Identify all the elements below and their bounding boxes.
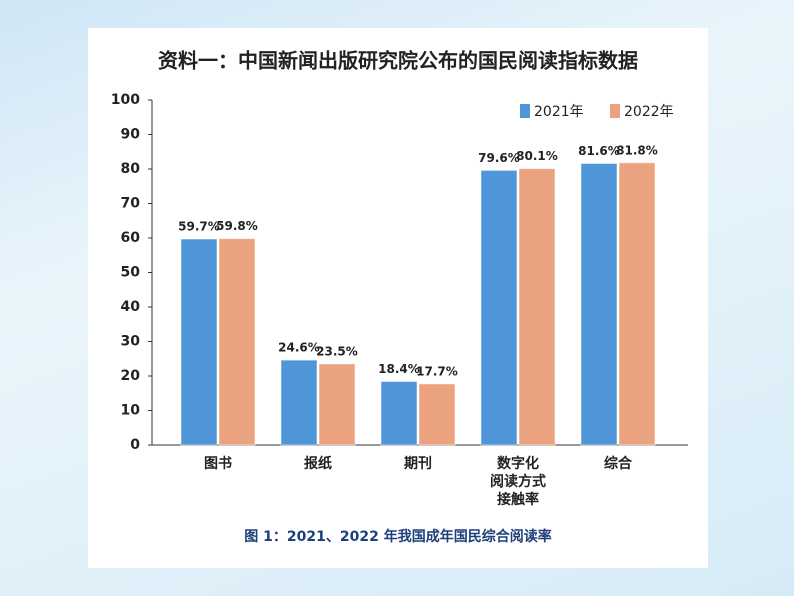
legend-swatch xyxy=(610,104,620,118)
chart-title: 资料一：中国新闻出版研究院公布的国民阅读指标数据 xyxy=(158,49,638,73)
y-tick-label: 90 xyxy=(121,127,141,143)
value-label: 81.8% xyxy=(616,143,658,157)
caption: 图 1：2021、2022 年我国成年国民综合阅读率 xyxy=(244,528,551,545)
x-tick-label: 综合 xyxy=(604,456,632,472)
value-label: 17.7% xyxy=(416,364,458,378)
bar xyxy=(180,238,218,446)
x-tick-label: 图书 xyxy=(204,456,232,472)
bar xyxy=(580,162,618,446)
y-tick-label: 10 xyxy=(121,403,141,419)
bar xyxy=(280,359,318,446)
value-label: 24.6% xyxy=(278,341,320,355)
y-tick-label: 0 xyxy=(130,437,140,453)
bar xyxy=(418,383,456,446)
y-tick-label: 70 xyxy=(121,196,141,212)
y-tick-label: 60 xyxy=(121,230,141,246)
x-tick-label: 数字化 阅读方式 接触率 xyxy=(490,456,546,508)
value-label: 81.6% xyxy=(578,144,620,158)
value-label: 59.7% xyxy=(178,220,220,234)
y-tick-label: 100 xyxy=(111,92,140,108)
bar xyxy=(380,381,418,446)
value-label: 23.5% xyxy=(316,344,358,358)
value-label: 18.4% xyxy=(378,362,420,376)
y-tick-label: 40 xyxy=(121,299,141,315)
bar xyxy=(518,168,556,446)
value-label: 80.1% xyxy=(516,149,558,163)
y-tick-label: 80 xyxy=(121,161,141,177)
value-label: 59.8% xyxy=(216,219,258,233)
legend-swatch xyxy=(520,104,530,118)
x-tick-label: 报纸 xyxy=(304,456,332,472)
bar xyxy=(318,363,356,446)
bar xyxy=(218,238,256,446)
y-tick-label: 50 xyxy=(121,265,141,281)
bar xyxy=(618,162,656,446)
legend-label: 2022年 xyxy=(624,104,674,120)
bar xyxy=(480,169,518,446)
x-tick-label: 期刊 xyxy=(404,456,432,472)
value-label: 79.6% xyxy=(478,151,520,165)
y-tick-label: 30 xyxy=(121,334,141,350)
legend-label: 2021年 xyxy=(534,104,584,120)
y-tick-label: 20 xyxy=(121,368,141,384)
